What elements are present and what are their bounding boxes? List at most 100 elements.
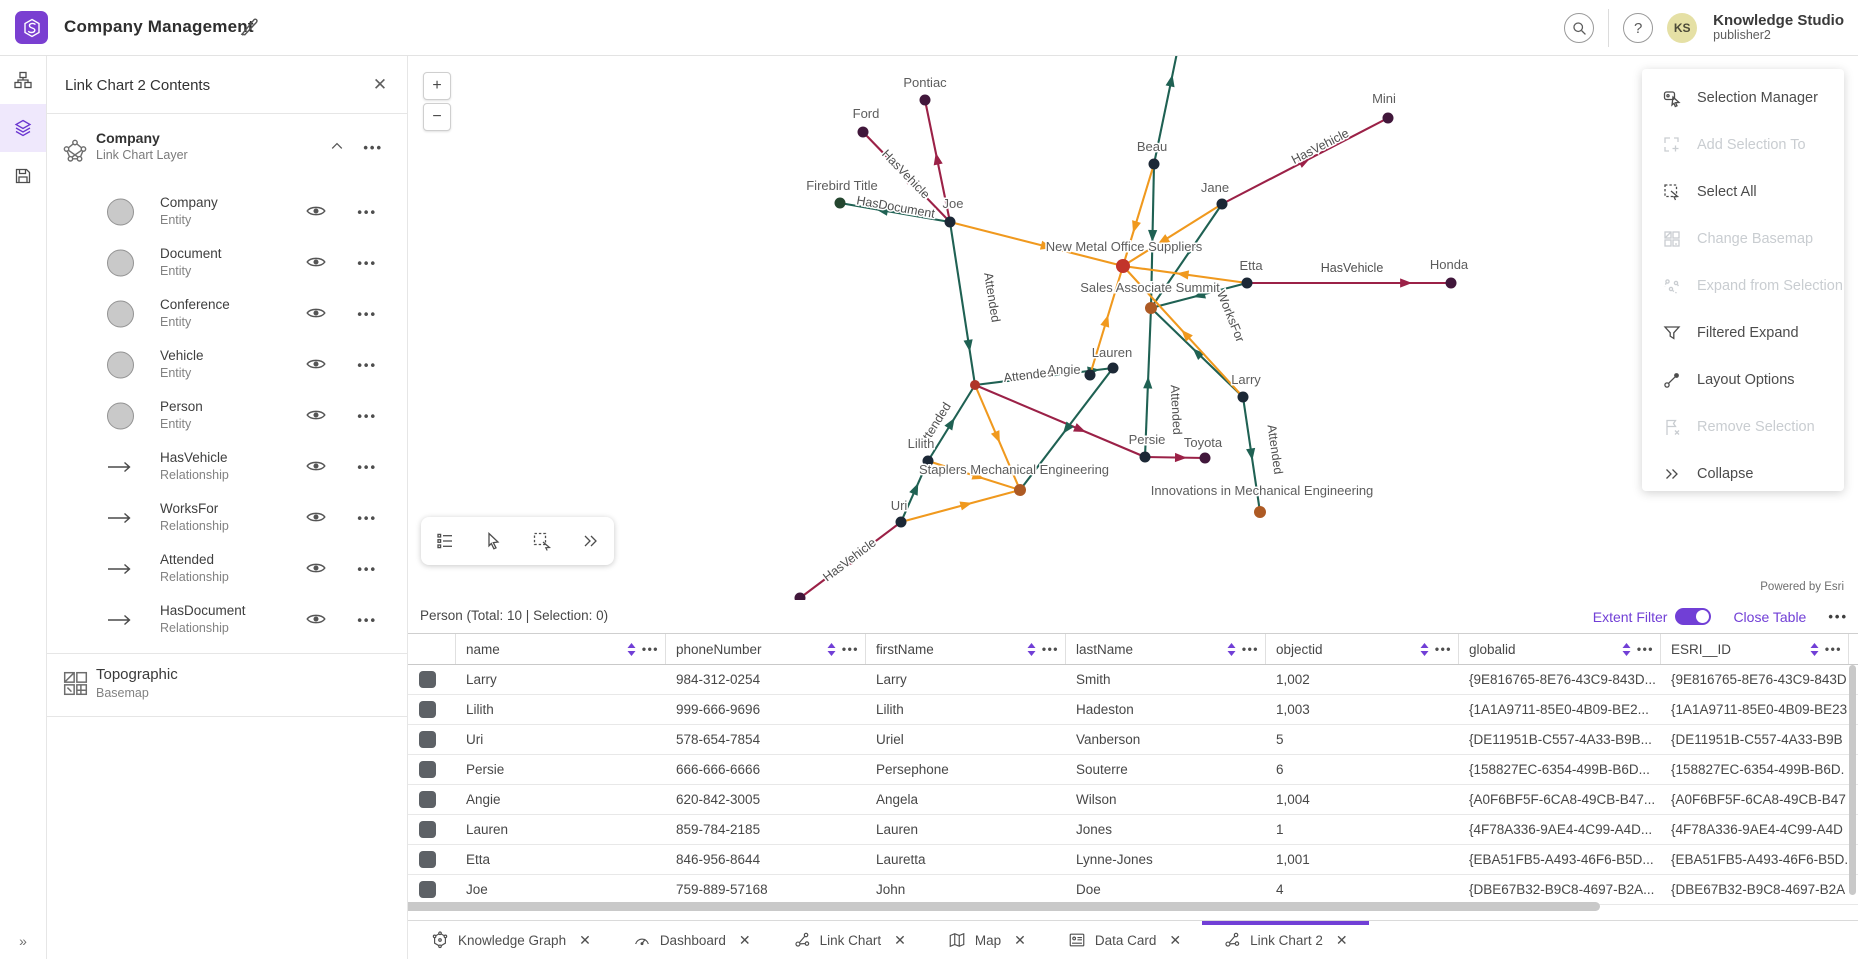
horizontal-scrollbar[interactable] — [395, 902, 1600, 911]
pointer-icon[interactable] — [478, 526, 508, 556]
edge-hasdocument[interactable] — [839, 201, 951, 224]
column-menu-icon[interactable]: ••• — [841, 642, 859, 656]
node-j1[interactable] — [970, 380, 980, 390]
sort-icon[interactable] — [1420, 642, 1429, 656]
edge-attended[interactable] — [948, 221, 977, 386]
column-menu-icon[interactable]: ••• — [1636, 642, 1654, 656]
table-row[interactable]: Uri 578-654-7854 Uriel Vanberson 5 {DE11951B-… — [399, 725, 1858, 755]
sort-icon[interactable] — [827, 642, 836, 656]
user-info[interactable]: Knowledge Studio publisher2 — [1713, 12, 1844, 43]
node-mini[interactable] — [1382, 112, 1394, 124]
layer-menu-icon[interactable]: ••• — [363, 140, 383, 155]
node-etta[interactable] — [1241, 277, 1253, 289]
contents-row-attended[interactable]: Attended Relationship ••• — [47, 543, 407, 594]
entry-menu-icon[interactable]: ••• — [357, 561, 377, 576]
row-checkbox[interactable] — [419, 761, 436, 778]
contents-row-hasdocument[interactable]: HasDocument Relationship ••• — [47, 594, 407, 645]
column-header-name[interactable]: name ••• — [456, 634, 666, 664]
table-row[interactable]: Larry 984-312-0254 Larry Smith 1,002 {9E81676… — [399, 665, 1858, 695]
close-icon[interactable]: ✕ — [372, 75, 388, 94]
edge-worksfor[interactable] — [1122, 203, 1223, 267]
tab-close-icon[interactable]: ✕ — [1014, 931, 1026, 948]
eye-icon[interactable] — [305, 353, 329, 377]
tab-close-icon[interactable]: ✕ — [738, 931, 751, 948]
node-pontiac[interactable] — [919, 94, 931, 106]
basemap-row[interactable]: Topographic Basemap — [47, 654, 407, 716]
entry-menu-icon[interactable]: ••• — [357, 255, 377, 270]
table-row[interactable]: Persie 666-666-6666 Persephone Souterre 6 {15… — [399, 755, 1858, 785]
node-staplers[interactable] — [1014, 484, 1026, 496]
chevron-up-icon[interactable] — [329, 138, 345, 154]
contents-row-person[interactable]: Person Entity ••• — [47, 390, 407, 441]
node-firebird[interactable] — [834, 197, 846, 209]
edge-hasvehicle[interactable] — [1144, 455, 1206, 460]
eye-icon[interactable] — [305, 455, 329, 479]
tab-knowledge-graph[interactable]: Knowledge Graph ✕ — [410, 921, 612, 959]
column-header-objectid[interactable]: objectid ••• — [1266, 634, 1459, 664]
tab-data-card[interactable]: Data Card ✕ — [1047, 921, 1202, 959]
edge-worksfor[interactable] — [949, 220, 1124, 268]
search-icon[interactable] — [1564, 13, 1595, 43]
marquee-select-icon[interactable] — [527, 526, 557, 556]
eye-icon[interactable] — [305, 404, 329, 428]
zoom-in-button[interactable]: + — [423, 72, 451, 100]
column-header-globalid[interactable]: globalid ••• — [1459, 634, 1661, 664]
entry-menu-icon[interactable]: ••• — [357, 306, 377, 321]
zoom-out-button[interactable]: − — [423, 103, 451, 131]
tab-map[interactable]: Map ✕ — [927, 921, 1047, 959]
sort-icon[interactable] — [627, 642, 636, 656]
rail-collapse-icon[interactable]: » — [19, 933, 27, 949]
tab-dashboard[interactable]: Dashboard ✕ — [612, 921, 772, 959]
entry-menu-icon[interactable]: ••• — [357, 204, 377, 219]
eye-icon[interactable] — [305, 506, 329, 530]
node-pbl[interactable] — [794, 592, 806, 603]
edge-hasvehicle[interactable] — [974, 384, 1146, 458]
node-innovations[interactable] — [1254, 506, 1266, 518]
eye-icon[interactable] — [305, 608, 329, 632]
link-chart-canvas[interactable]: HasVehicle HasVehicle HasVehicle HasVehicle… — [408, 56, 1858, 602]
node-jane[interactable] — [1216, 198, 1228, 210]
column-menu-icon[interactable]: ••• — [1824, 642, 1842, 656]
menu-item-collapse[interactable]: Collapse — [1642, 450, 1844, 497]
node-toyota[interactable] — [1199, 452, 1211, 464]
row-checkbox[interactable] — [419, 731, 436, 748]
sort-icon[interactable] — [1027, 642, 1036, 656]
tab-link-chart-2[interactable]: Link Chart 2 ✕ — [1202, 920, 1369, 959]
node-lauren[interactable] — [1107, 362, 1119, 374]
node-persie[interactable] — [1139, 451, 1151, 463]
double-chevron-icon[interactable] — [575, 526, 605, 556]
contents-row-hasvehicle[interactable]: HasVehicle Relationship ••• — [47, 441, 407, 492]
rail-item-layers[interactable] — [0, 104, 46, 152]
rail-item-project-tree[interactable] — [0, 56, 46, 104]
column-header-lastName[interactable]: lastName ••• — [1066, 634, 1266, 664]
row-checkbox[interactable] — [419, 881, 436, 898]
eye-icon[interactable] — [305, 302, 329, 326]
legend-list-icon[interactable] — [430, 526, 460, 556]
table-row[interactable]: Joe 759-889-57168 John Doe 4 {DBE67B32-B9C8-4… — [399, 875, 1858, 905]
node-joe[interactable] — [944, 216, 956, 228]
extent-filter-toggle[interactable] — [1675, 608, 1712, 625]
column-menu-icon[interactable]: ••• — [1434, 642, 1452, 656]
node-larry[interactable] — [1237, 391, 1249, 403]
tab-link-chart[interactable]: Link Chart ✕ — [772, 921, 927, 959]
entry-menu-icon[interactable]: ••• — [357, 510, 377, 525]
table-options-icon[interactable]: ••• — [1828, 609, 1848, 624]
row-checkbox[interactable] — [419, 671, 436, 688]
menu-item-select-all[interactable]: Select All — [1642, 168, 1844, 215]
column-header-firstName[interactable]: firstName ••• — [866, 634, 1066, 664]
node-ford[interactable] — [857, 126, 869, 138]
entry-menu-icon[interactable]: ••• — [357, 357, 377, 372]
edit-title-icon[interactable] — [238, 16, 262, 40]
node-honda[interactable] — [1445, 277, 1457, 289]
help-icon[interactable]: ? — [1623, 13, 1654, 43]
sort-icon[interactable] — [1622, 642, 1631, 656]
eye-icon[interactable] — [305, 251, 329, 275]
node-beau[interactable] — [1148, 158, 1160, 170]
table-row[interactable]: Angie 620-842-3005 Angela Wilson 1,004 {A0F6B… — [399, 785, 1858, 815]
rail-item-save[interactable] — [0, 152, 46, 200]
contents-row-conference[interactable]: Conference Entity ••• — [47, 288, 407, 339]
contents-row-worksfor[interactable]: WorksFor Relationship ••• — [47, 492, 407, 543]
avatar[interactable]: KS — [1667, 13, 1698, 43]
close-table-button[interactable]: Close Table — [1733, 608, 1807, 625]
row-checkbox[interactable] — [419, 821, 436, 838]
